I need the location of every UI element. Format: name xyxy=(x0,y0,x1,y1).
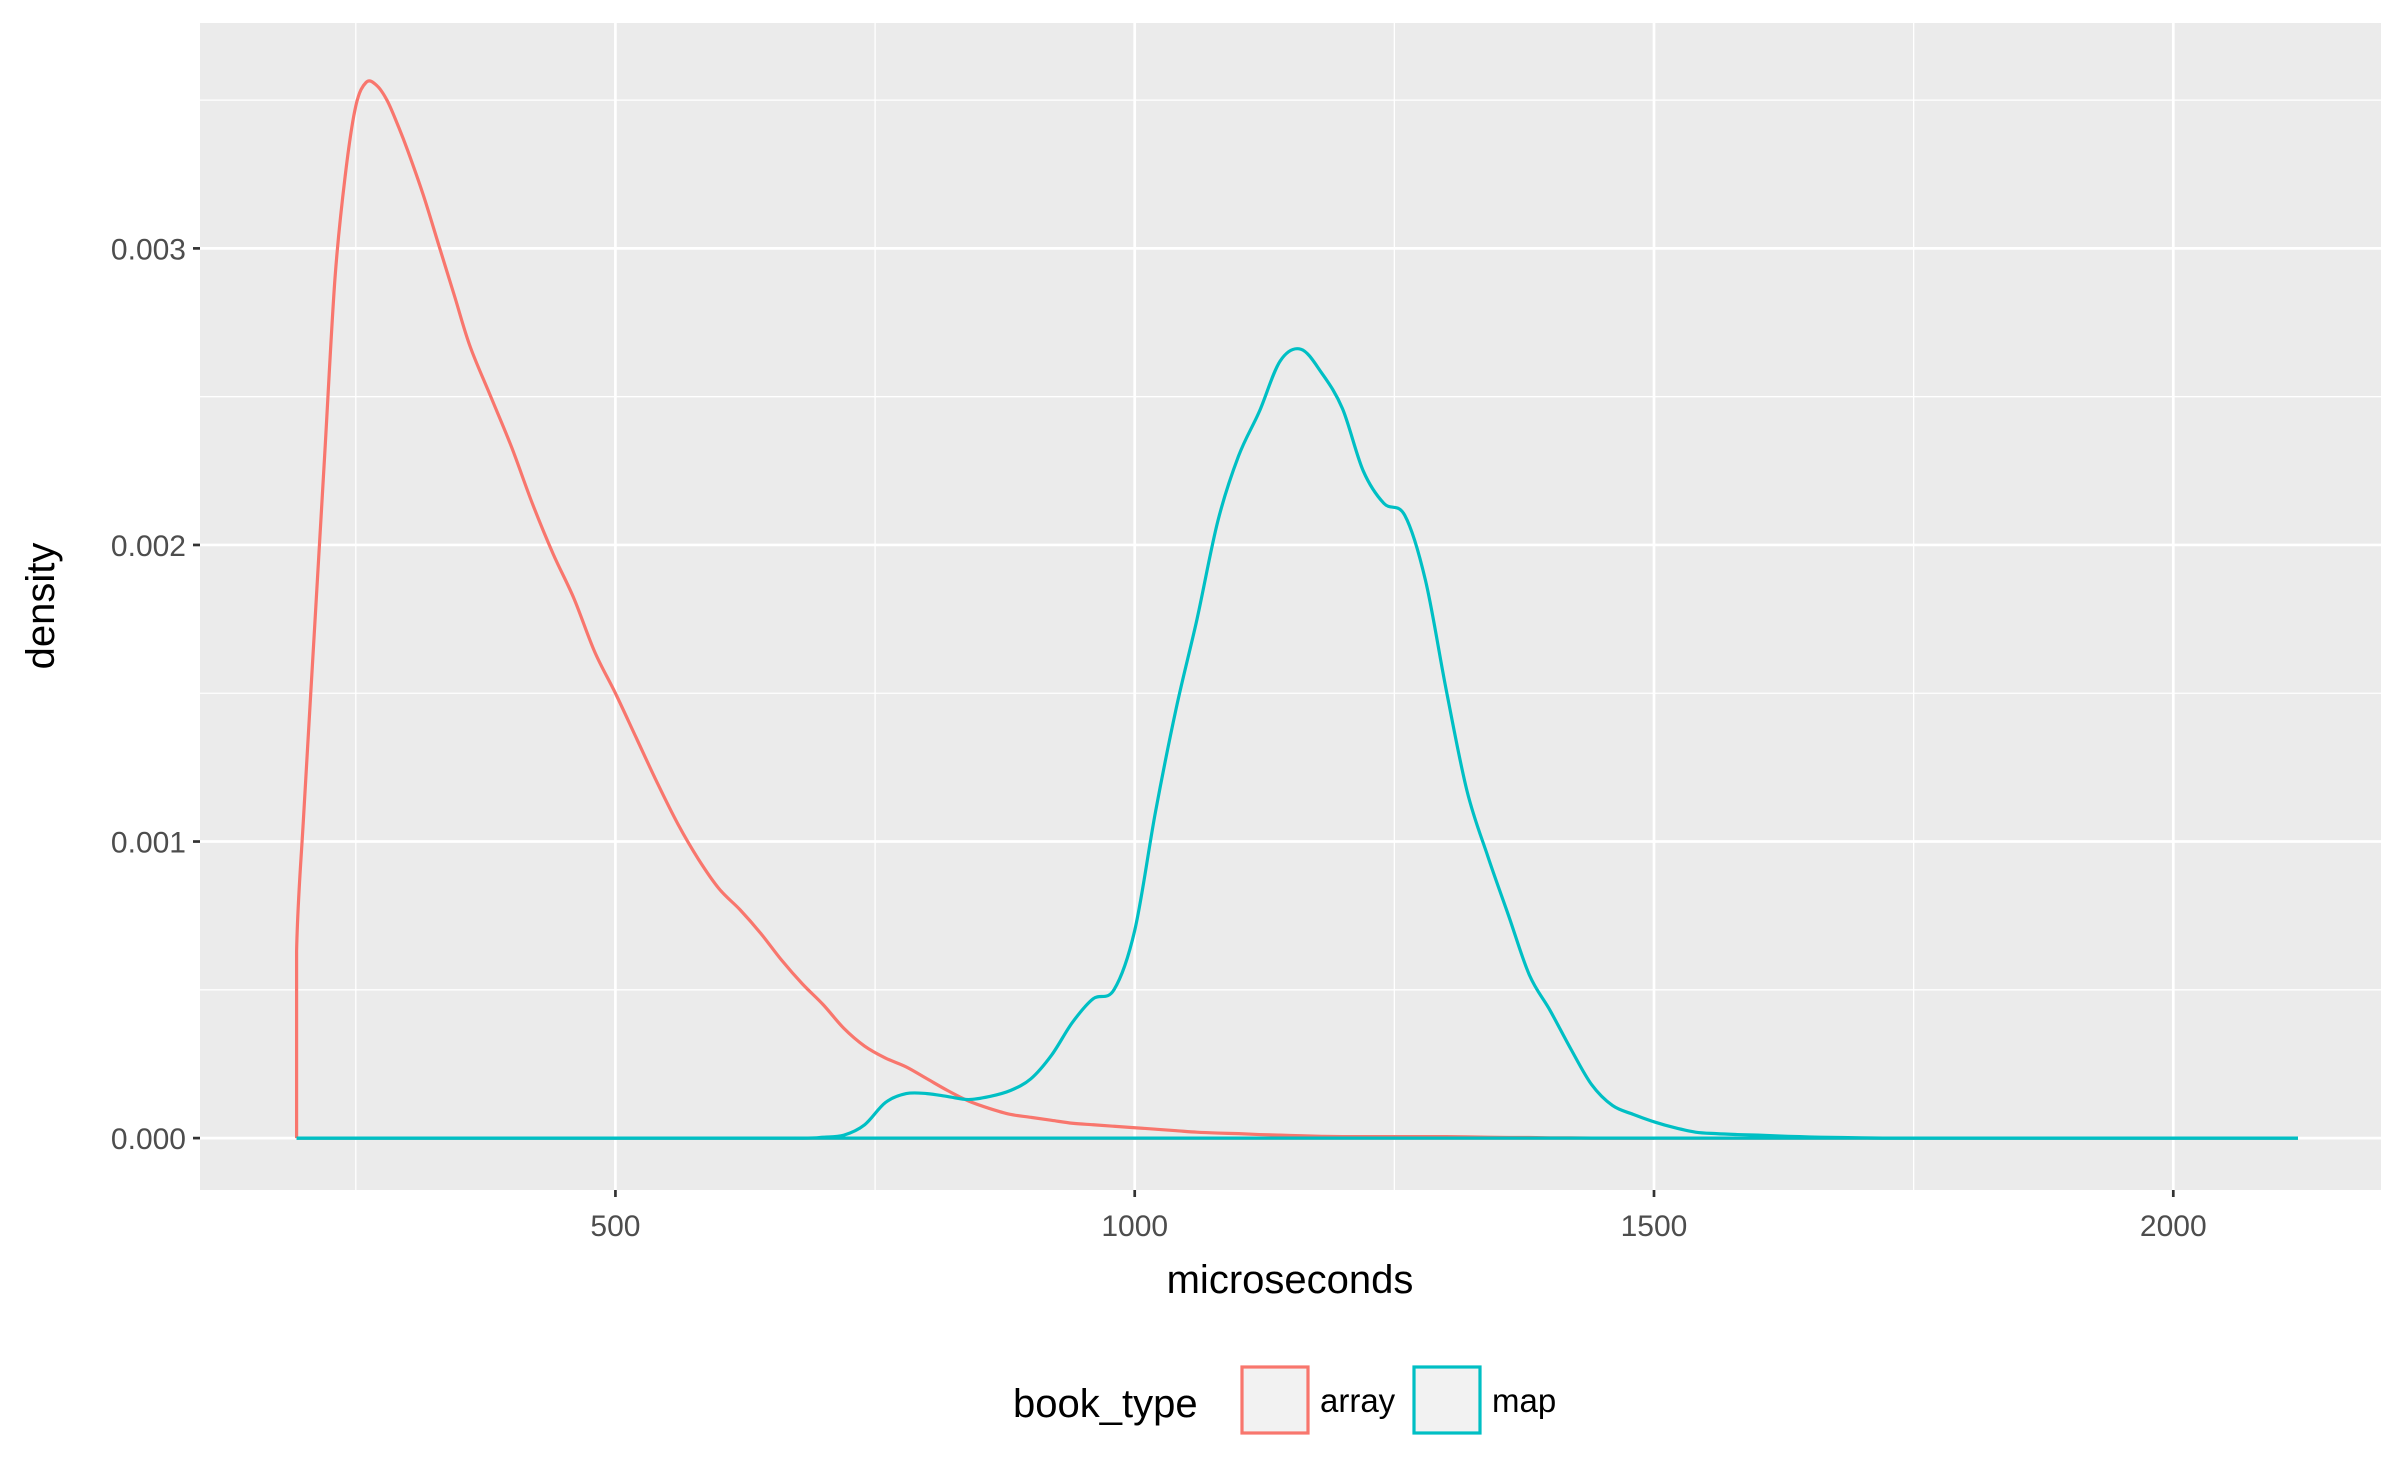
minor-gridlines xyxy=(200,23,2381,1190)
x-tick-label: 1000 xyxy=(1101,1210,1168,1243)
x-tick-label: 1500 xyxy=(1621,1210,1688,1243)
x-axis: 500 1000 1500 2000 xyxy=(590,1190,2207,1243)
y-axis-title: density xyxy=(19,543,63,670)
plot-panel xyxy=(200,23,2381,1190)
y-tick-label: 0.000 xyxy=(111,1123,186,1156)
y-axis: 0.000 0.001 0.002 0.003 xyxy=(111,233,200,1156)
legend-label-map: map xyxy=(1492,1382,1556,1419)
y-tick-label: 0.001 xyxy=(111,827,186,860)
legend: book_type array map xyxy=(1013,1365,1556,1435)
y-tick-label: 0.003 xyxy=(111,233,186,266)
density-series xyxy=(294,79,2298,1140)
legend-label-array: array xyxy=(1320,1382,1396,1419)
x-tick-label: 2000 xyxy=(2140,1210,2207,1243)
y-tick-label: 0.002 xyxy=(111,530,186,563)
legend-entries: array map xyxy=(1240,1365,1556,1435)
legend-key-map xyxy=(1412,1365,1482,1435)
legend-key-array xyxy=(1240,1365,1310,1435)
legend-title: book_type xyxy=(1013,1382,1198,1426)
x-tick-label: 500 xyxy=(590,1210,640,1243)
x-axis-title: microseconds xyxy=(1167,1258,1414,1302)
density-curve-map xyxy=(296,347,2298,1140)
